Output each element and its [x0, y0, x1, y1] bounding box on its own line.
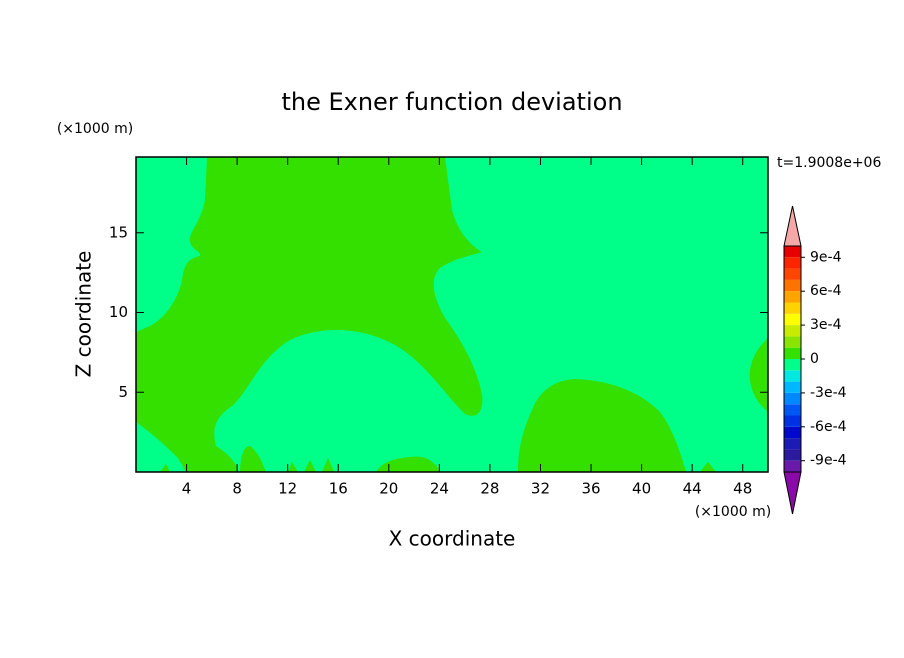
colorbar-band — [784, 347, 801, 359]
x-tick-label: 24 — [430, 480, 449, 498]
x-tick-label: 40 — [632, 480, 651, 498]
plot-frame — [135, 156, 769, 473]
x-tick-label: 4 — [182, 480, 192, 498]
x-axis-label: X coordinate — [389, 527, 516, 551]
y-tick-label: 5 — [118, 383, 128, 401]
y-axis-label: Z coordinate — [72, 251, 96, 378]
colorbar: -9e-4 -6e-4 -3e-4 0 3e-4 6e-4 9e-4 — [783, 205, 847, 515]
colorbar-band — [784, 359, 801, 371]
colorbar-band — [784, 426, 801, 439]
colorbar-band — [784, 404, 801, 416]
colorbar-band — [784, 415, 801, 427]
y-tick-label: 15 — [109, 223, 128, 241]
colorbar-tick-label: -6e-4 — [810, 419, 847, 435]
colorbar-band — [784, 313, 801, 326]
colorbar-band — [784, 325, 801, 337]
x-tick-label: 20 — [379, 480, 398, 498]
x-tick-label: 44 — [683, 480, 702, 498]
x-tick-label: 32 — [531, 480, 550, 498]
colorbar-band — [784, 336, 801, 348]
colorbar-tick-label: 0 — [810, 351, 819, 367]
colorbar-band — [784, 460, 801, 472]
colorbar-tick-label: -3e-4 — [810, 385, 847, 401]
colorbar-band — [784, 449, 801, 461]
colorbar-band — [784, 302, 801, 314]
contour-region — [376, 456, 440, 472]
colorbar-tick-label: 9e-4 — [810, 249, 842, 265]
time-label: t=1.9008e+06 — [777, 155, 881, 171]
y-unit: (×1000 m) — [57, 121, 133, 137]
x-unit: (×1000 m) — [695, 504, 771, 520]
contour-region — [240, 445, 266, 472]
colorbar-band — [784, 381, 801, 393]
x-tick-label: 8 — [232, 480, 242, 498]
x-tick-label: 12 — [278, 480, 297, 498]
colorbar-band — [784, 370, 801, 382]
colorbar-band — [784, 291, 801, 303]
colorbar-band — [784, 246, 801, 258]
x-tick-label: 48 — [733, 480, 752, 498]
colorbar-band — [784, 438, 801, 450]
colorbar-band — [784, 392, 801, 405]
contour-region — [518, 379, 686, 472]
y-tick-label: 10 — [109, 303, 128, 321]
colorbar-band — [784, 268, 801, 280]
x-tick-label: 28 — [480, 480, 499, 498]
colorbar-band — [784, 279, 801, 292]
colorbar-tick-label: 3e-4 — [810, 317, 842, 333]
chart-title: the Exner function deviation — [281, 88, 622, 116]
colorbar-band — [784, 257, 801, 269]
contour-region — [749, 338, 768, 412]
x-tick-label: 16 — [329, 480, 348, 498]
colorbar-tick-label: 6e-4 — [810, 283, 842, 299]
contour-region — [136, 157, 483, 472]
contour-field — [136, 157, 768, 472]
colorbar-tick-label: -9e-4 — [810, 453, 847, 469]
x-tick-label: 36 — [581, 480, 600, 498]
